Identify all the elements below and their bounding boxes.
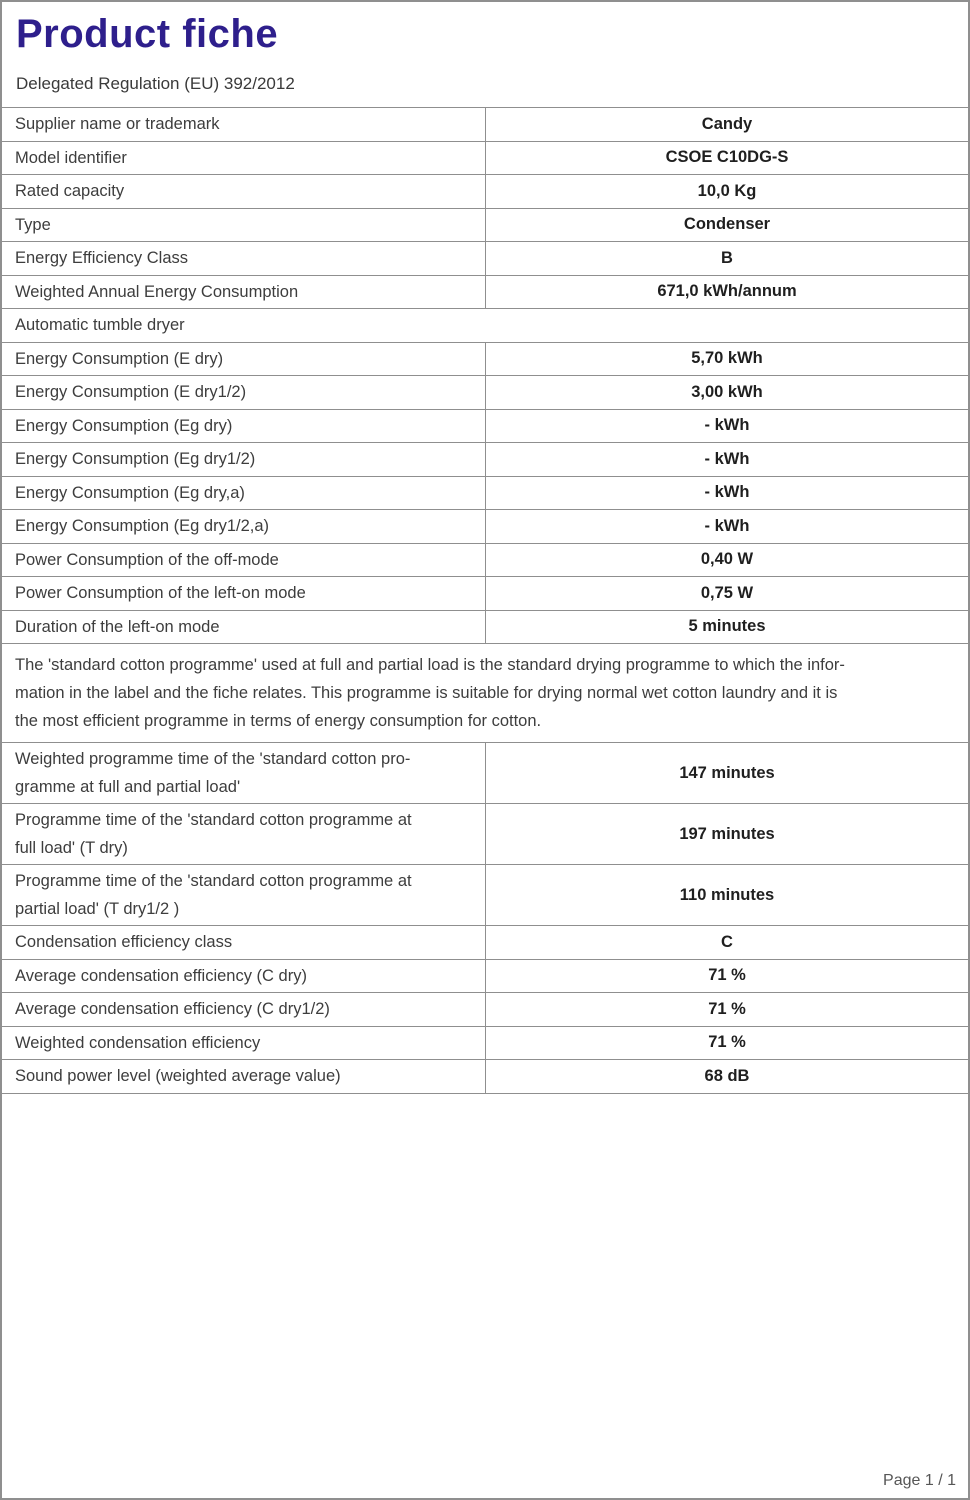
regulation-subtitle: Delegated Regulation (EU) 392/2012 [16, 74, 295, 93]
fiche-table: Supplier name or trademark Candy Model ide… [2, 107, 968, 1094]
row-label: Supplier name or trademark [15, 115, 220, 134]
row-value: Condenser [485, 208, 968, 241]
table-row: Programme time of the 'standard cotton p… [2, 804, 968, 865]
row-label: Energy Consumption (Eg dry,a) [15, 483, 245, 502]
row-value: 68 dB [485, 1060, 968, 1093]
row-label: Weighted programme time of the 'standard… [15, 750, 411, 796]
row-value: - kWh [485, 476, 968, 509]
row-value: Candy [485, 108, 968, 141]
row-label: Automatic tumble dryer [15, 316, 185, 335]
table-row: Weighted programme time of the 'standard… [2, 743, 968, 804]
table-row: Average condensation efficiency (C dry1/… [2, 993, 968, 1027]
row-label: Condensation efficiency class [15, 933, 233, 952]
table-row: Energy Consumption (Eg dry) - kWh [2, 409, 968, 443]
table-row: Type Condenser [2, 208, 968, 242]
row-label: Energy Consumption (Eg dry1/2) [15, 450, 256, 469]
row-label: Average condensation efficiency (C dry1/… [15, 1000, 330, 1019]
row-value: CSOE C10DG-S [485, 141, 968, 174]
row-label: Duration of the left-on mode [15, 617, 220, 636]
table-row: Automatic tumble dryer [2, 309, 968, 343]
row-label: Power Consumption of the off-mode [15, 550, 279, 569]
row-label: Energy Consumption (Eg dry) [15, 416, 233, 435]
row-value: 3,00 kWh [485, 376, 968, 409]
row-label: Programme time of the 'standard cotton p… [15, 811, 412, 857]
table-row: Rated capacity 10,0 Kg [2, 175, 968, 209]
table-row: Programme time of the 'standard cotton p… [2, 865, 968, 926]
table-row: Weighted condensation efficiency 71 % [2, 1026, 968, 1060]
row-label: Weighted Annual Energy Consumption [15, 282, 299, 301]
table-row: Energy Consumption (Eg dry,a) - kWh [2, 476, 968, 510]
row-label: Energy Consumption (E dry1/2) [15, 383, 247, 402]
page-title: Product fiche [16, 12, 279, 56]
row-value: 5 minutes [485, 610, 968, 643]
table-row: Power Consumption of the off-mode 0,40 W [2, 543, 968, 577]
row-value: 5,70 kWh [485, 342, 968, 375]
row-value: 147 minutes [485, 743, 968, 803]
row-value: 0,40 W [485, 543, 968, 576]
row-label: Energy Efficiency Class [15, 249, 189, 268]
row-label: The 'standard cotton programme' used at … [15, 656, 845, 730]
row-value: 71 % [485, 959, 968, 992]
row-label: Energy Consumption (E dry) [15, 349, 224, 368]
table-row: Duration of the left-on mode 5 minutes [2, 610, 968, 644]
table-row: Energy Consumption (Eg dry1/2) - kWh [2, 443, 968, 477]
row-label: Weighted condensation efficiency [15, 1033, 261, 1052]
row-value: 71 % [485, 1026, 968, 1059]
table-row: Model identifier CSOE C10DG-S [2, 141, 968, 175]
table-row: Supplier name or trademark Candy [2, 108, 968, 142]
table-row: Energy Consumption (E dry) 5,70 kWh [2, 342, 968, 376]
row-label: Average condensation efficiency (C dry) [15, 966, 307, 985]
table-row: Weighted Annual Energy Consumption 671,0 … [2, 275, 968, 309]
table-row: Condensation efficiency class C [2, 926, 968, 960]
row-value: - kWh [485, 443, 968, 476]
row-value: - kWh [485, 510, 968, 543]
table-row: The 'standard cotton programme' used at … [2, 644, 968, 743]
table-row: Average condensation efficiency (C dry) 7… [2, 959, 968, 993]
row-value: 10,0 Kg [485, 175, 968, 208]
table-row: Power Consumption of the left-on mode 0,7… [2, 577, 968, 611]
row-label: Energy Consumption (Eg dry1/2,a) [15, 517, 270, 536]
row-label: Model identifier [15, 148, 127, 167]
table-row: Energy Consumption (E dry1/2) 3,00 kWh [2, 376, 968, 410]
row-value: - kWh [485, 409, 968, 442]
row-value: B [485, 242, 968, 275]
row-value: 197 minutes [485, 804, 968, 864]
page-number: Page 1 / 1 [883, 1472, 956, 1489]
row-value: 671,0 kWh/annum [485, 275, 968, 308]
row-value: 71 % [485, 993, 968, 1026]
row-label: Type [15, 215, 51, 234]
row-value: 110 minutes [485, 865, 968, 925]
row-label: Sound power level (weighted average valu… [15, 1067, 341, 1086]
table-row: Energy Consumption (Eg dry1/2,a) - kWh [2, 510, 968, 544]
header: Product fiche Delegated Regulation (EU) … [2, 2, 968, 94]
table-row: Sound power level (weighted average valu… [2, 1060, 968, 1094]
row-label: Power Consumption of the left-on mode [15, 584, 306, 603]
row-label: Rated capacity [15, 182, 125, 201]
table-row: Energy Efficiency Class B [2, 242, 968, 276]
row-label: Programme time of the 'standard cotton p… [15, 872, 412, 918]
row-value: 0,75 W [485, 577, 968, 610]
row-value: C [485, 926, 968, 959]
